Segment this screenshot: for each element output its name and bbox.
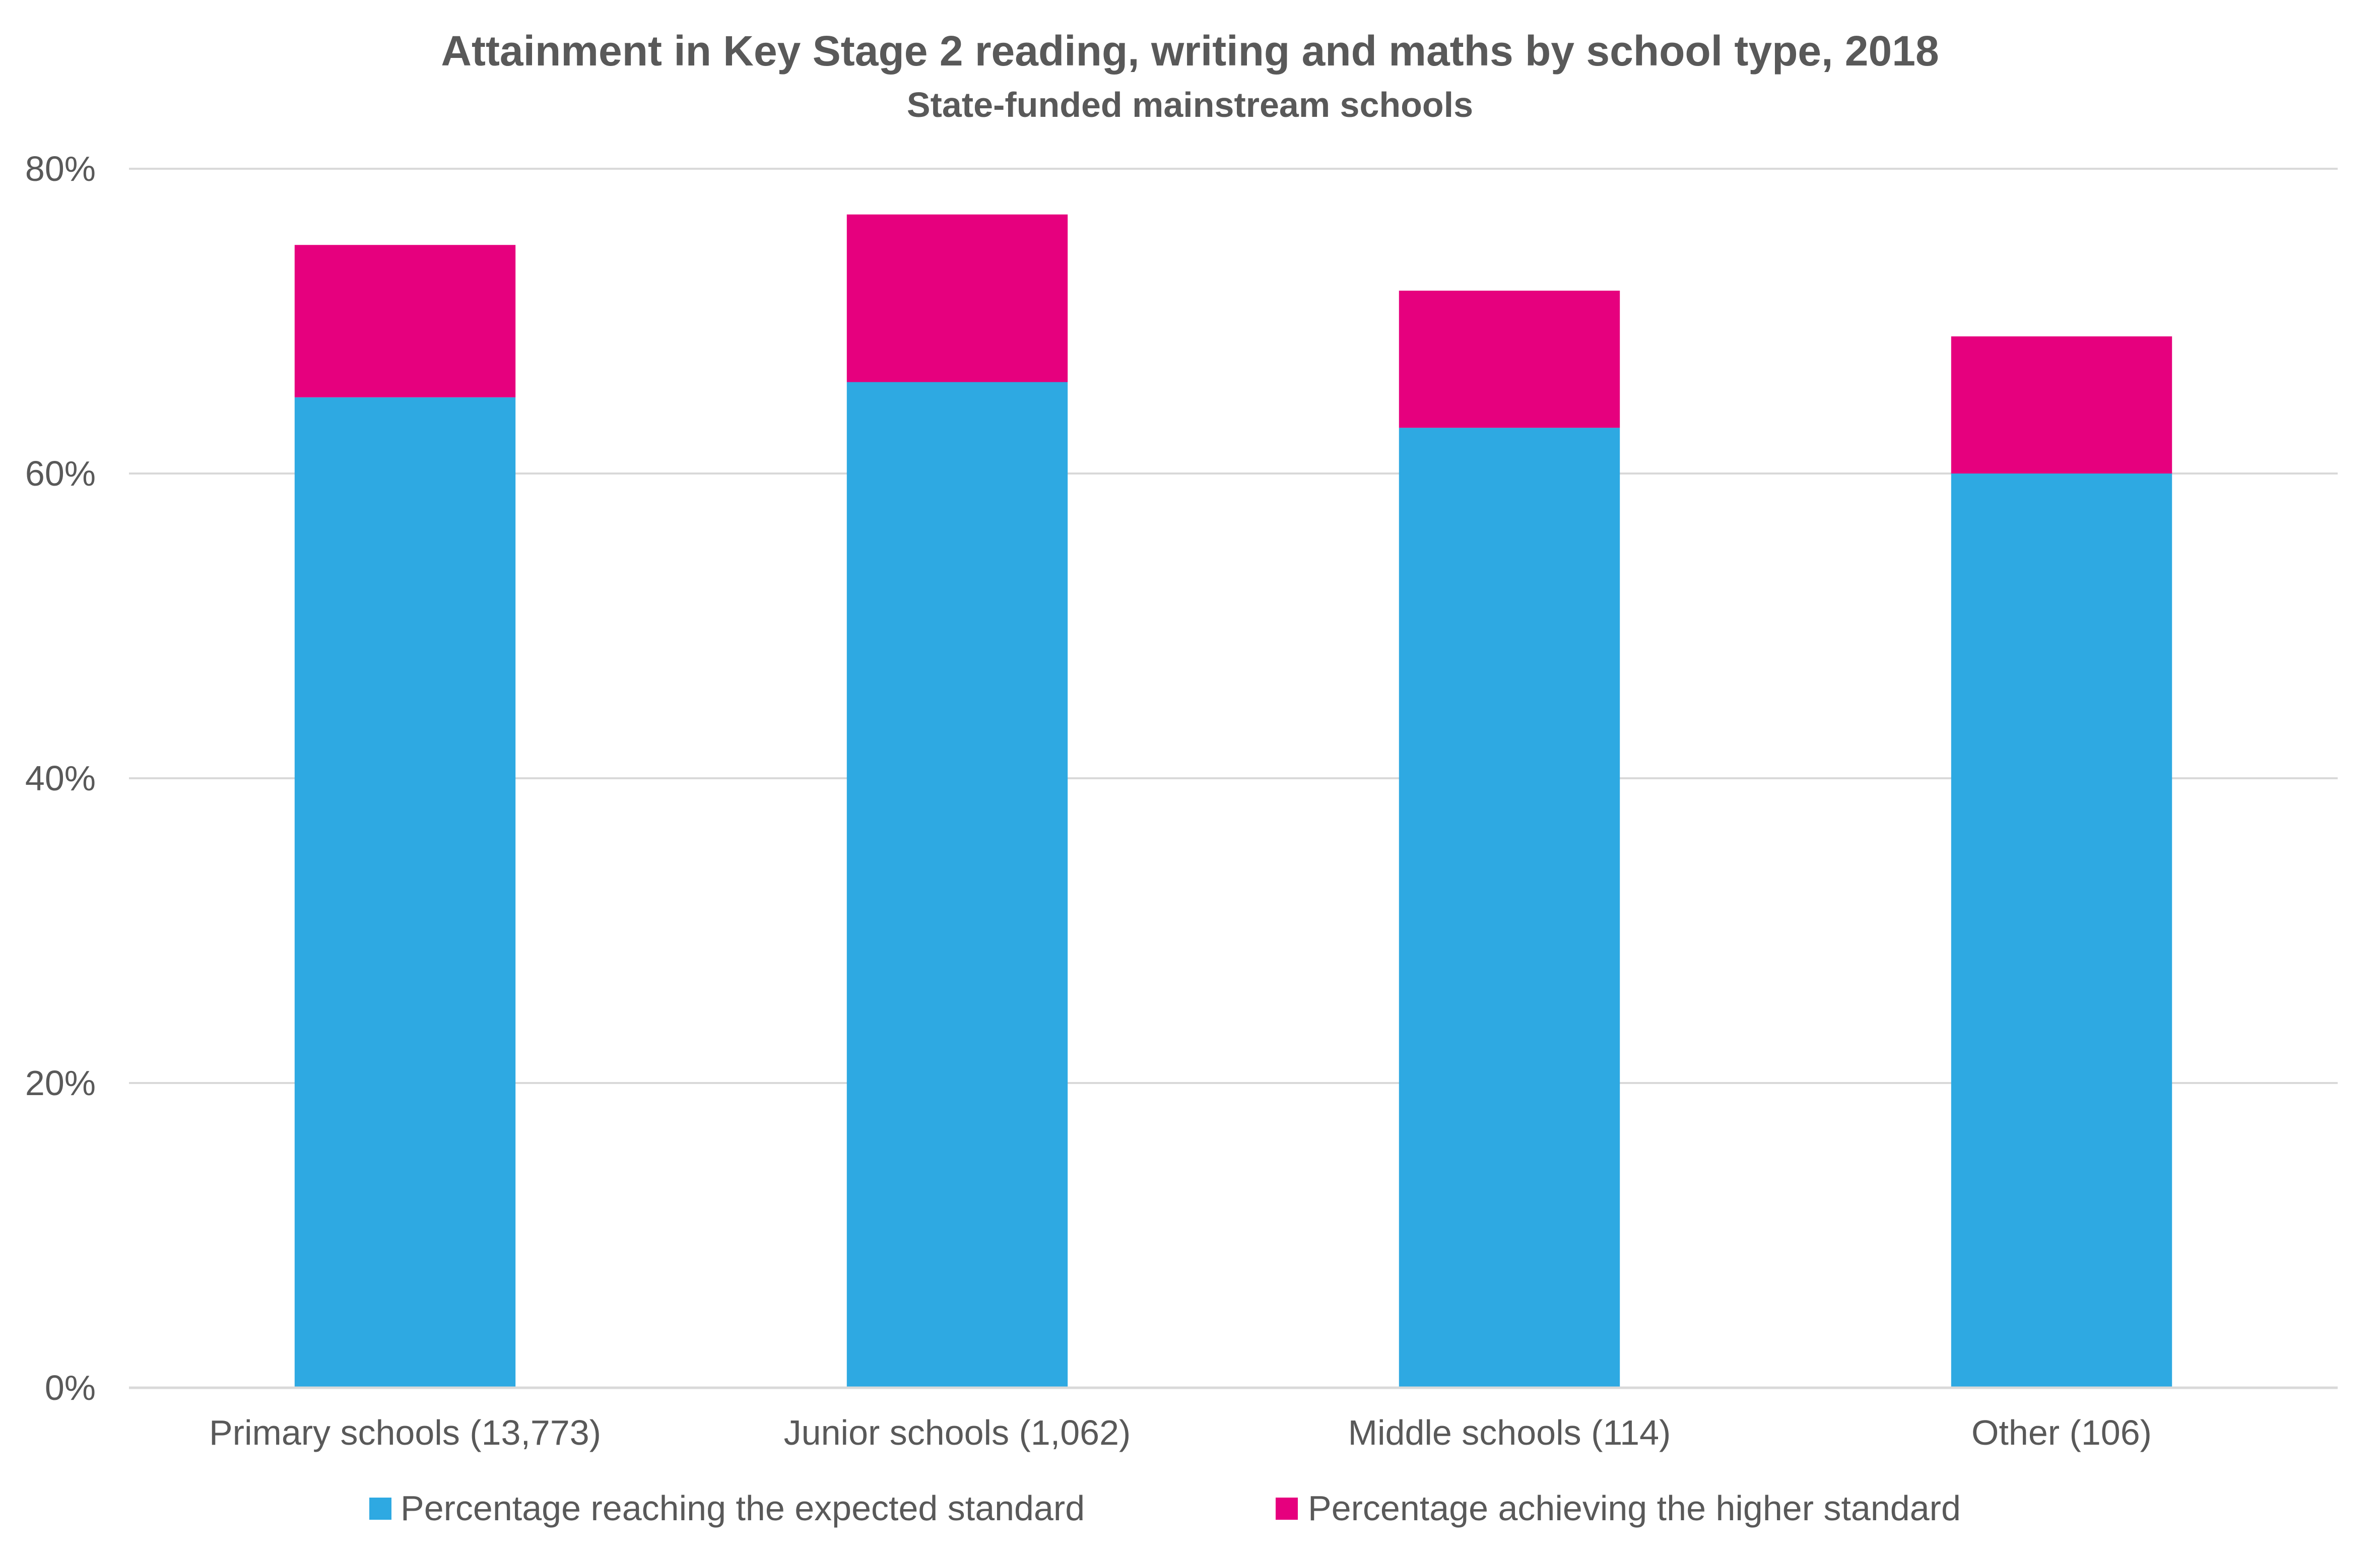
bar-expected-standard bbox=[846, 382, 1068, 1388]
x-category-label: Other (106) bbox=[1971, 1413, 2152, 1452]
legend-swatch-higher bbox=[1276, 1498, 1298, 1520]
y-tick-label: 80% bbox=[25, 149, 96, 188]
legend-label-expected: Percentage reaching the expected standar… bbox=[401, 1489, 1085, 1528]
chart-subtitle: State-funded mainstream schools bbox=[907, 85, 1473, 124]
bar-higher-standard bbox=[294, 245, 516, 397]
legend-label-higher: Percentage achieving the higher standard bbox=[1308, 1489, 1961, 1528]
bar-higher-standard bbox=[1399, 291, 1620, 428]
bar-higher-standard bbox=[846, 214, 1068, 382]
bars bbox=[294, 214, 2172, 1388]
y-tick-label: 40% bbox=[25, 759, 96, 798]
y-tick-label: 0% bbox=[45, 1368, 96, 1407]
bar-expected-standard bbox=[1399, 428, 1620, 1388]
y-tick-label: 20% bbox=[25, 1063, 96, 1103]
chart-title: Attainment in Key Stage 2 reading, writi… bbox=[441, 27, 1939, 75]
x-category-label: Middle schools (114) bbox=[1348, 1413, 1671, 1452]
x-category-label: Junior schools (1,062) bbox=[784, 1413, 1131, 1452]
x-category-label: Primary schools (13,773) bbox=[209, 1413, 601, 1452]
bar-expected-standard bbox=[294, 397, 516, 1388]
legend: Percentage reaching the expected standar… bbox=[369, 1489, 1961, 1528]
bar-expected-standard bbox=[1951, 474, 2172, 1388]
x-axis-labels: Primary schools (13,773) Junior schools (… bbox=[209, 1413, 2152, 1452]
y-tick-label: 60% bbox=[25, 454, 96, 493]
bar-higher-standard bbox=[1951, 336, 2172, 474]
y-axis-ticks: 0% 20% 40% 60% 80% bbox=[25, 149, 96, 1407]
legend-swatch-expected bbox=[369, 1498, 391, 1520]
